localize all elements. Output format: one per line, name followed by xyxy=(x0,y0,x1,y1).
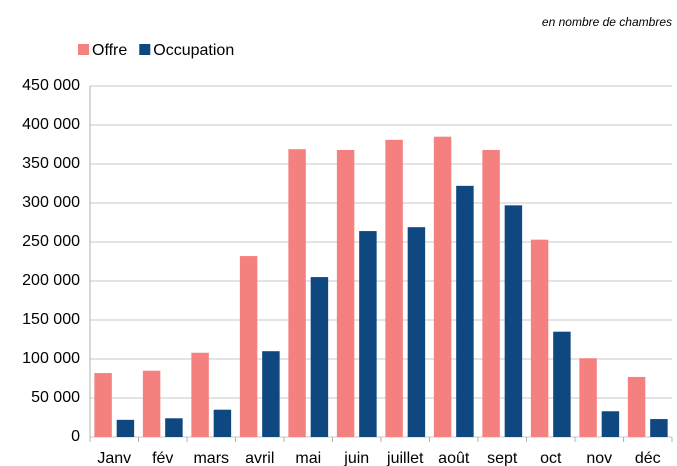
y-tick-label: 100 000 xyxy=(22,350,80,367)
legend-label: Offre xyxy=(92,42,127,59)
x-tick-label: sept xyxy=(487,450,518,466)
bar xyxy=(530,239,549,437)
bar xyxy=(433,136,452,437)
x-tick-label: mai xyxy=(295,450,321,466)
y-tick-label: 200 000 xyxy=(22,272,80,289)
y-tick-label: 0 xyxy=(71,428,80,445)
y-tick-label: 250 000 xyxy=(22,233,80,250)
x-tick-label: nov xyxy=(586,450,612,466)
y-tick-label: 150 000 xyxy=(22,311,80,328)
x-tick-label: Janv xyxy=(97,450,131,466)
bar xyxy=(191,352,209,437)
x-tick-label: oct xyxy=(540,450,562,466)
bar xyxy=(359,231,377,437)
bar xyxy=(213,409,232,437)
bar xyxy=(407,227,426,437)
bar xyxy=(579,358,597,437)
bar xyxy=(456,185,474,437)
bar xyxy=(165,418,183,437)
chart-subtitle: en nombre de chambres xyxy=(542,15,672,29)
x-tick-label: juillet xyxy=(386,450,424,466)
bar xyxy=(627,376,646,437)
x-tick-label: juin xyxy=(343,450,369,466)
x-tick-label: déc xyxy=(635,450,661,466)
y-tick-label: 400 000 xyxy=(22,116,80,133)
bar xyxy=(116,419,135,437)
bar xyxy=(310,277,329,437)
bar xyxy=(504,205,523,437)
x-tick-label: août xyxy=(438,450,470,466)
bar xyxy=(553,331,571,437)
bar xyxy=(385,139,403,437)
y-tick-label: 50 000 xyxy=(31,389,80,406)
legend-swatch xyxy=(78,44,89,55)
bar xyxy=(288,149,306,437)
bar xyxy=(262,351,280,437)
y-tick-label: 450 000 xyxy=(22,77,80,94)
x-tick-label: avril xyxy=(245,450,274,466)
legend-label: Occupation xyxy=(153,42,234,59)
bar xyxy=(94,373,112,437)
legend-swatch xyxy=(139,44,151,55)
x-tick-label: mars xyxy=(193,450,229,466)
y-tick-label: 300 000 xyxy=(22,194,80,211)
bar xyxy=(601,411,620,437)
bar xyxy=(239,256,258,437)
y-tick-label: 350 000 xyxy=(22,155,80,172)
x-tick-label: fév xyxy=(152,450,173,466)
bar xyxy=(650,419,668,437)
bar xyxy=(482,149,500,437)
bar xyxy=(142,370,161,437)
bar xyxy=(336,149,355,437)
